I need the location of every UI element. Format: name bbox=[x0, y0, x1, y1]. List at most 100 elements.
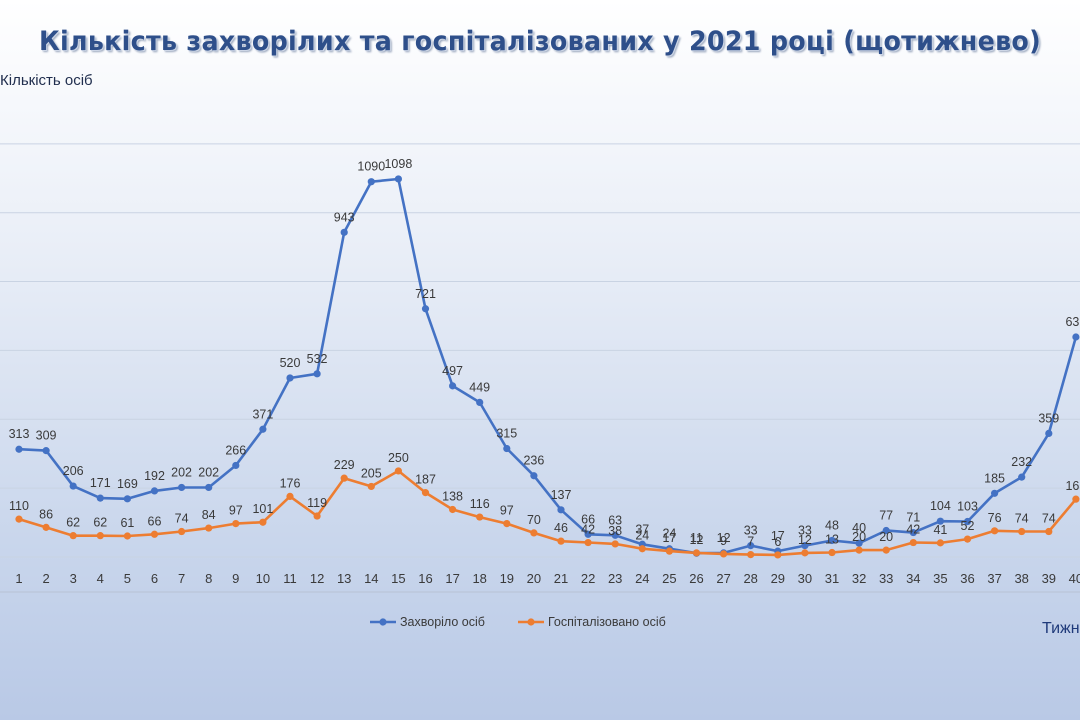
data-label: 110 bbox=[9, 499, 29, 513]
x-tick-label: 31 bbox=[825, 571, 839, 586]
data-label: 138 bbox=[442, 489, 463, 503]
data-point bbox=[774, 551, 782, 559]
x-tick-label: 39 bbox=[1042, 571, 1056, 586]
data-label: 17 bbox=[662, 531, 676, 545]
data-point bbox=[584, 530, 592, 538]
data-point bbox=[313, 512, 321, 520]
data-label: 42 bbox=[906, 523, 920, 537]
y-axis-label: Кількість осіб bbox=[0, 72, 93, 89]
data-label: 315 bbox=[496, 427, 517, 441]
data-label: 6 bbox=[774, 535, 781, 549]
x-tick-label: 37 bbox=[987, 571, 1001, 586]
data-point bbox=[286, 492, 294, 501]
data-point bbox=[476, 398, 484, 407]
data-point bbox=[909, 528, 917, 537]
x-tick-label: 12 bbox=[310, 571, 324, 586]
data-point bbox=[394, 467, 402, 475]
data-label: 520 bbox=[280, 356, 301, 370]
data-label: 48 bbox=[825, 518, 839, 532]
data-label: 77 bbox=[879, 508, 893, 522]
data-label: 37 bbox=[635, 522, 649, 536]
data-label: 33 bbox=[798, 524, 812, 538]
data-point bbox=[991, 489, 999, 497]
data-point bbox=[96, 532, 104, 540]
data-point bbox=[123, 532, 131, 540]
x-tick-label: 18 bbox=[472, 571, 486, 586]
data-label: 12 bbox=[798, 533, 812, 547]
data-label: 11 bbox=[690, 531, 703, 545]
x-tick-label: 25 bbox=[662, 571, 676, 586]
data-point bbox=[449, 382, 457, 390]
data-point bbox=[557, 506, 565, 514]
x-tick-label: 38 bbox=[1014, 571, 1028, 586]
data-label: 41 bbox=[933, 523, 947, 537]
data-label: 70 bbox=[527, 513, 541, 527]
data-point bbox=[421, 305, 430, 313]
data-point bbox=[584, 538, 592, 547]
series-line-2 bbox=[18, 469, 1077, 557]
x-tick-label: 28 bbox=[743, 571, 757, 586]
chart-title: Кількість захворілих та госпіталізованих… bbox=[38, 26, 1042, 57]
x-tick-label: 20 bbox=[527, 571, 541, 586]
x-tick-label: 3 bbox=[70, 571, 77, 586]
data-point bbox=[394, 175, 402, 183]
data-point bbox=[42, 447, 50, 455]
data-label: 266 bbox=[225, 443, 246, 457]
data-point bbox=[530, 529, 538, 537]
data-label: 20 bbox=[852, 530, 866, 544]
legend-item-1: Захворіло осіб bbox=[370, 615, 485, 629]
data-label: 63 bbox=[608, 513, 622, 527]
data-point bbox=[42, 523, 50, 531]
x-tick-label: 22 bbox=[581, 571, 595, 586]
data-label: 74 bbox=[175, 512, 189, 526]
x-tick-label: 11 bbox=[283, 571, 297, 586]
data-point bbox=[828, 536, 836, 545]
data-point bbox=[1072, 333, 1080, 341]
data-point bbox=[503, 520, 511, 528]
data-point bbox=[638, 545, 646, 553]
data-label: 371 bbox=[252, 407, 273, 421]
data-point bbox=[882, 546, 890, 554]
data-label: 309 bbox=[36, 429, 57, 443]
data-point bbox=[449, 505, 457, 514]
data-label: 97 bbox=[500, 504, 514, 518]
data-point bbox=[367, 482, 375, 491]
x-tick-label: 14 bbox=[364, 571, 378, 586]
data-label: 169 bbox=[117, 477, 138, 491]
x-tick-label: 26 bbox=[689, 571, 703, 586]
data-label: 84 bbox=[202, 508, 216, 522]
data-label: 40 bbox=[852, 521, 866, 535]
data-label: 9 bbox=[720, 534, 727, 548]
data-point bbox=[69, 482, 77, 490]
x-tick-label: 24 bbox=[635, 571, 649, 586]
x-axis-label: Тижні bbox=[1042, 620, 1080, 637]
data-label: 232 bbox=[1011, 455, 1032, 469]
data-point bbox=[909, 538, 917, 547]
data-point bbox=[96, 494, 104, 502]
data-label: 202 bbox=[171, 465, 192, 479]
x-tick-label: 1 bbox=[15, 571, 22, 586]
data-label: 205 bbox=[361, 466, 382, 480]
x-tick-label: 23 bbox=[608, 571, 622, 586]
legend-marker bbox=[379, 618, 387, 626]
data-point bbox=[1018, 527, 1026, 536]
x-tick-label: 16 bbox=[418, 571, 432, 586]
data-label: 313 bbox=[9, 427, 30, 441]
data-label: 532 bbox=[307, 352, 328, 366]
data-label: 497 bbox=[442, 364, 463, 378]
data-label: 62 bbox=[66, 516, 80, 530]
data-point bbox=[828, 548, 836, 557]
data-point bbox=[747, 550, 755, 559]
data-label: 943 bbox=[334, 210, 355, 224]
data-point bbox=[205, 524, 213, 532]
legend-label: Госпіталізовано осіб bbox=[548, 615, 666, 629]
data-point bbox=[205, 483, 213, 492]
data-label: 359 bbox=[1038, 411, 1059, 425]
x-tick-label: 30 bbox=[798, 571, 812, 586]
data-label: 185 bbox=[984, 471, 1005, 485]
data-label: 7 bbox=[747, 535, 754, 549]
x-tick-label: 19 bbox=[500, 571, 514, 586]
x-tick-label: 5 bbox=[124, 571, 131, 586]
data-point bbox=[665, 547, 674, 555]
